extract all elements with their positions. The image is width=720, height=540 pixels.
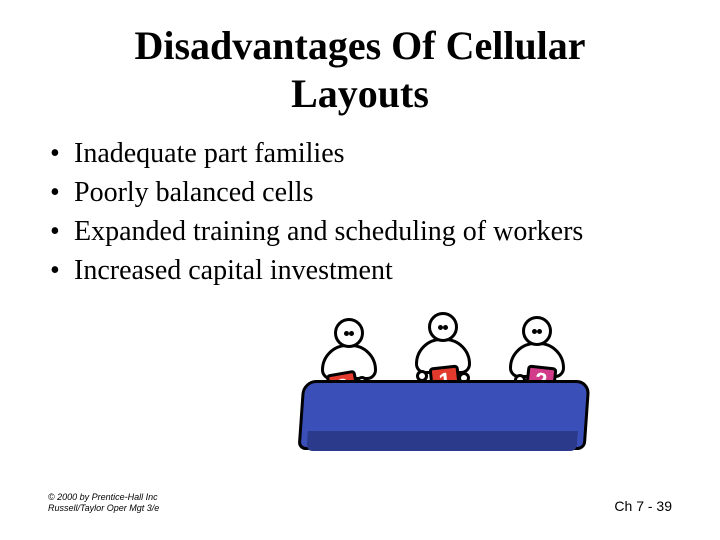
judge-head-icon xyxy=(428,312,458,342)
footer-left: © 2000 by Prentice-Hall Inc Russell/Tayl… xyxy=(48,492,159,514)
slide: Disadvantages Of Cellular Layouts Inadeq… xyxy=(0,0,720,540)
footer-right: Ch 7 - 39 xyxy=(614,498,672,514)
judge-head-icon xyxy=(334,318,364,348)
copyright-text: © 2000 by Prentice-Hall Inc xyxy=(48,492,158,502)
bullet-item: Inadequate part families xyxy=(50,136,670,171)
judges-desk-icon xyxy=(298,380,591,450)
title-line-2: Layouts xyxy=(291,71,429,116)
title-line-1: Disadvantages Of Cellular xyxy=(134,23,585,68)
bullet-list: Inadequate part families Poorly balanced… xyxy=(0,136,720,288)
bullet-text: Poorly balanced cells xyxy=(74,177,313,208)
page-number: Ch 7 - 39 xyxy=(614,498,672,514)
bullet-item: Poorly balanced cells xyxy=(50,175,670,210)
judges-illustration: 3 1 2 xyxy=(300,280,600,480)
judge-figure xyxy=(408,312,478,374)
judge-head-icon xyxy=(522,316,552,346)
bullet-text: Expanded training and scheduling of work… xyxy=(74,216,583,247)
bullet-item: Expanded training and scheduling of work… xyxy=(50,214,670,249)
bullet-text: Inadequate part families xyxy=(74,138,345,169)
source-text: Russell/Taylor Oper Mgt 3/e xyxy=(48,503,159,513)
slide-title: Disadvantages Of Cellular Layouts xyxy=(0,0,720,136)
